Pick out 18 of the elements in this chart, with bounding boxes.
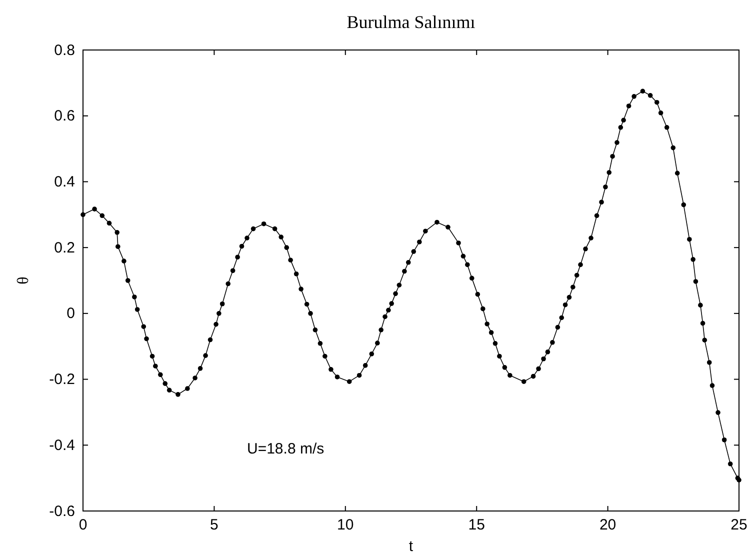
x-axis-title: t xyxy=(408,538,414,555)
y-axis-title: θ xyxy=(15,276,32,284)
y-tick-label: -0.6 xyxy=(49,502,75,520)
y-tick-label: -0.4 xyxy=(49,436,75,454)
chart-title: Burulma Salınımı xyxy=(346,12,476,32)
y-tick-label: 0.8 xyxy=(54,42,75,59)
x-tick-label: 20 xyxy=(599,516,616,534)
y-tick-label: 0.6 xyxy=(54,108,75,125)
annotation: U=18.8 m/s xyxy=(247,440,324,458)
y-tick-label: 0 xyxy=(66,305,75,322)
x-tick-label: 15 xyxy=(468,516,485,534)
x-tick-label: 10 xyxy=(337,516,354,534)
x-tick-label: 0 xyxy=(78,516,88,534)
y-tick-label: 0.2 xyxy=(54,239,75,256)
x-tick-label: 5 xyxy=(210,516,218,534)
x-tick-label: 25 xyxy=(730,516,748,534)
y-tick-label: -0.2 xyxy=(49,371,75,388)
y-tick-label: 0.4 xyxy=(54,174,75,191)
